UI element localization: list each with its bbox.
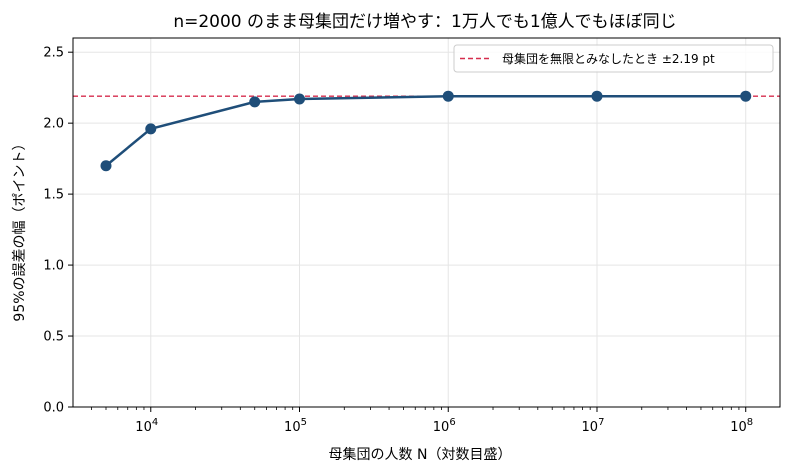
x-tick-label-exponent: 8 <box>747 417 753 428</box>
x-tick-label: 108 <box>730 417 753 435</box>
chart-title: n=2000 のまま母集団だけ増やす：1万人でも1億人でもほぼ同じ <box>173 12 676 32</box>
x-tick-label-base: 10 <box>730 420 747 435</box>
data-point <box>249 96 261 108</box>
data-point <box>100 160 112 172</box>
y-tick-label: 1.5 <box>43 188 64 203</box>
y-tick-label: 0.0 <box>43 401 64 416</box>
x-tick-label: 106 <box>433 417 456 435</box>
legend-box <box>453 44 774 73</box>
data-point <box>442 90 454 102</box>
x-axis-label: 母集団の人数 N（対数目盛） <box>329 446 512 463</box>
y-tick-label: 2.0 <box>43 117 64 132</box>
legend: 母集団を無限とみなしたとき ±2.19 pt <box>453 44 774 73</box>
x-tick-label-base: 10 <box>284 420 301 435</box>
y-tick-label: 0.5 <box>43 330 64 345</box>
series-line <box>105 94 746 167</box>
x-tick-label: 105 <box>284 417 307 435</box>
data-point <box>591 90 603 102</box>
x-tick-label-base: 10 <box>135 420 152 435</box>
x-tick-label-exponent: 5 <box>301 417 307 428</box>
legend-label: 母集団を無限とみなしたとき ±2.19 pt <box>502 51 715 66</box>
data-point <box>740 90 752 102</box>
x-tick-label: 107 <box>582 417 605 435</box>
x-tick-label-exponent: 4 <box>152 417 158 428</box>
x-tick-label-exponent: 6 <box>449 417 455 428</box>
data-point <box>294 93 306 105</box>
x-tick-label-base: 10 <box>582 420 599 435</box>
series-group <box>100 90 752 172</box>
x-tick-label: 104 <box>135 417 158 435</box>
x-tick-label-base: 10 <box>433 420 450 435</box>
x-tick-label-exponent: 7 <box>598 417 604 428</box>
y-tick-label: 1.0 <box>43 259 64 274</box>
grid-lines <box>73 38 780 408</box>
plot-frame <box>72 37 781 408</box>
y-axis-label: 95%の誤差の幅（ポイント） <box>12 136 28 321</box>
y-tick-label: 2.5 <box>43 46 64 61</box>
data-point <box>145 123 157 135</box>
